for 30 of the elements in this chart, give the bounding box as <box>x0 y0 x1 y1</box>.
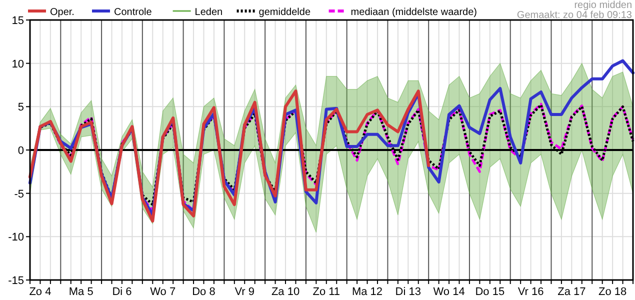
x-tick-label: Zo 11 <box>312 286 340 298</box>
x-tick-label: Di 6 <box>112 286 132 298</box>
y-tick-label: 10 <box>12 58 24 70</box>
text: regio midden <box>574 0 632 11</box>
annotation: Gemaakt: zo 04 feb 09:13 <box>516 10 632 21</box>
y-tick-label: -5 <box>14 188 24 200</box>
legend-label: mediaan (middelste waarde) <box>350 7 477 18</box>
x-tick-label: Za 17 <box>558 286 586 298</box>
x-tick-label: Ma 5 <box>68 286 94 298</box>
x-tick-label: Vr 9 <box>234 286 255 298</box>
x-tick-label: Zo 4 <box>29 286 52 298</box>
x-tick-label: Zo 18 <box>598 286 627 298</box>
legend-label: Controle <box>114 7 152 18</box>
y-tick-label: -10 <box>8 232 24 244</box>
y-tick-label: -15 <box>8 275 24 287</box>
y-tick-label: 0 <box>18 145 24 157</box>
legend-label: gemiddelde <box>258 7 311 18</box>
legend-label: Leden <box>194 7 223 18</box>
x-tick-label: Di 13 <box>395 286 421 298</box>
x-tick-label: Za 10 <box>271 286 300 298</box>
x-tick-label: Do 8 <box>192 286 216 298</box>
x-tick-label: Wo 7 <box>150 286 176 298</box>
x-tick-label: Ma 12 <box>352 286 383 298</box>
x-tick-label: Wo 14 <box>433 286 465 298</box>
x-tick-label: Do 15 <box>475 286 505 298</box>
legend-label: Oper. <box>50 7 74 18</box>
x-tick-label: Vr 16 <box>518 286 544 298</box>
line-series <box>28 90 430 223</box>
y-tick-label: 5 <box>18 102 24 114</box>
y-tick-label: 15 <box>12 15 24 27</box>
